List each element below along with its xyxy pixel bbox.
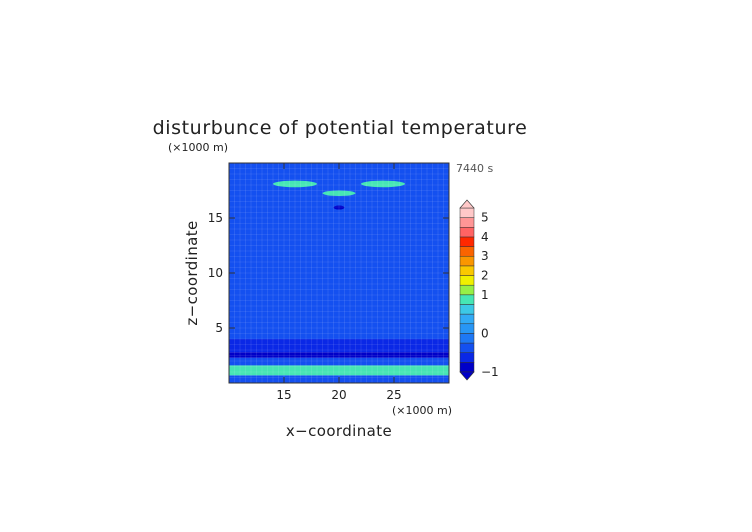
- heat-dome-1: [229, 234, 449, 279]
- colorbar-tick-label: 1: [481, 288, 489, 302]
- colorbar-segment: [459, 284, 475, 296]
- colorbar-extend-top: [459, 199, 475, 209]
- y-tick-label: 10: [208, 266, 223, 280]
- heatmap-plot: [229, 163, 449, 383]
- colorbar-segment: [459, 265, 475, 276]
- y-tick-label: 15: [208, 211, 223, 225]
- heat-band-2: [229, 357, 449, 366]
- colorbar-tick-label: 3: [481, 249, 489, 263]
- colorbar: 5 4 3 2 1 0 −1: [459, 199, 499, 381]
- colorbar-segment: [459, 217, 475, 228]
- heat-cell-6: [322, 190, 356, 196]
- plot-grid: [229, 163, 449, 383]
- y-tick-label: 5: [215, 321, 223, 335]
- heat-band-3: [229, 352, 449, 358]
- colorbar-segment: [459, 236, 475, 247]
- colorbar-segment: [459, 255, 475, 267]
- colorbar-tick-label: −1: [481, 365, 499, 379]
- colorbar-tick-label: 2: [481, 269, 489, 283]
- colorbar-segment: [459, 246, 475, 257]
- colorbar-extend-bottom: [459, 371, 475, 381]
- y-unit-label: (×1000 m): [168, 141, 228, 154]
- colorbar-segment: [459, 207, 475, 218]
- colorbar-segment: [459, 304, 475, 315]
- colorbar-segment: [459, 227, 475, 238]
- heat-band-4: [229, 339, 449, 353]
- heat-band-feature-3: [229, 326, 449, 333]
- y-axis: 5 10 15: [208, 211, 449, 335]
- heat-cell-5: [361, 180, 405, 188]
- colorbar-segment: [459, 352, 475, 363]
- heat-band-feature-2: [229, 193, 449, 207]
- colorbar-segment: [459, 362, 475, 373]
- colorbar-segment: [459, 342, 475, 353]
- colorbar-segment: [459, 333, 475, 344]
- colorbar-tick-label: 0: [481, 326, 489, 340]
- colorbar-segment: [459, 313, 475, 325]
- heat-dome-0: [229, 295, 449, 329]
- colorbar-segment: [459, 323, 475, 334]
- x-axis-title: x−coordinate: [286, 422, 392, 440]
- heat-cell-7: [333, 205, 345, 210]
- chart-title: disturbunce of potential temperature: [153, 117, 528, 139]
- colorbar-segment: [459, 275, 475, 286]
- colorbar-tick-label: 4: [481, 230, 489, 244]
- x-tick-label: 15: [276, 388, 291, 402]
- x-tick-label: 20: [331, 388, 346, 402]
- heat-cell-4: [273, 180, 317, 188]
- x-unit-label: (×1000 m): [392, 404, 452, 417]
- x-tick-label: 25: [386, 388, 401, 402]
- colorbar-segment: [459, 294, 475, 305]
- time-label: 7440 s: [456, 162, 493, 175]
- y-axis-title: z−coordinate: [183, 220, 201, 325]
- x-axis: 15 20 25: [276, 163, 402, 402]
- colorbar-tick-label: 5: [481, 211, 489, 225]
- heat-band-1: [229, 365, 449, 376]
